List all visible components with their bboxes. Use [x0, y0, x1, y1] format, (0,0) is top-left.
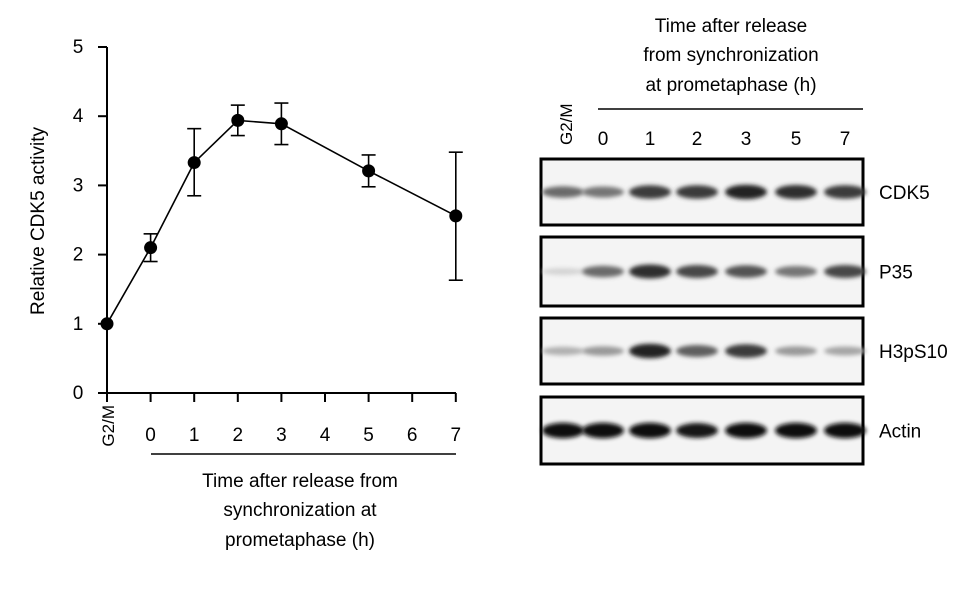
- blot-row-label: CDK5: [879, 183, 930, 204]
- data-point: [449, 209, 463, 223]
- line-chart: Relative CDK5 activity 0 1 2 3 4 5 0 1 2 3 4 5 6 7 G…: [28, 37, 463, 551]
- lane-label: 7: [840, 129, 851, 150]
- blot-band: [676, 265, 718, 278]
- blot-band: [725, 265, 767, 278]
- data-point: [274, 117, 288, 131]
- y-tick-label: 0: [73, 383, 84, 404]
- blot-band: [582, 346, 624, 356]
- y-tick-label: 4: [73, 106, 84, 127]
- blot-panel-actin: Actin: [539, 395, 921, 466]
- blot-band: [725, 344, 767, 358]
- x-axis-label-line-1: Time after release from: [202, 471, 398, 492]
- lane-label: 2: [692, 129, 703, 150]
- x-ticks: 0 1 2 3 4 5 6 7: [106, 393, 462, 446]
- blot-header-line-1: Time after release: [655, 16, 807, 37]
- lane-labels: 0 1 2 3 5 7: [598, 129, 851, 150]
- x-tick-label: 2: [233, 425, 244, 446]
- lane-label: 5: [791, 129, 802, 150]
- western-blot: Time after release from synchronization …: [539, 16, 948, 466]
- blot-panel-cdk5: CDK5: [539, 157, 930, 227]
- x-tick-label: 4: [320, 425, 331, 446]
- blot-band: [542, 422, 584, 439]
- data-point: [187, 156, 201, 170]
- blot-row-label: Actin: [879, 422, 921, 443]
- blot-band: [824, 185, 866, 199]
- data-point: [231, 113, 245, 127]
- blot-row-label: H3pS10: [879, 342, 948, 363]
- blot-band: [676, 185, 718, 199]
- blot-band: [542, 186, 584, 198]
- x-tick-label: 7: [451, 425, 462, 446]
- blot-band: [725, 184, 767, 200]
- blot-band: [775, 266, 817, 277]
- y-axis-label: Relative CDK5 activity: [28, 127, 49, 315]
- data-series: [100, 102, 463, 331]
- x-tick-label: 6: [407, 425, 418, 446]
- blot-band: [629, 422, 671, 439]
- blot-band: [725, 422, 767, 439]
- blot-panel-h3ps10: H3pS10: [539, 316, 948, 386]
- y-tick-label: 3: [73, 175, 84, 196]
- blot-panels: CDK5 P35 H3pS10 Actin: [539, 157, 948, 466]
- blot-header-line-2: from synchronization: [643, 45, 818, 66]
- blot-band: [676, 423, 718, 438]
- blot-panel-p35: P35: [539, 235, 913, 308]
- blot-band: [824, 422, 866, 439]
- blot-band: [542, 346, 584, 356]
- blot-band: [582, 265, 624, 278]
- blot-band: [775, 346, 817, 356]
- x-tick-label: 3: [276, 425, 287, 446]
- x-tick-label: 1: [189, 425, 200, 446]
- x-tick-label: 0: [145, 425, 156, 446]
- blot-band: [676, 345, 718, 357]
- blot-start-lane-label: G2/M: [557, 103, 576, 145]
- x-tick-label: 5: [363, 425, 374, 446]
- x-axis-label-line-2: synchronization at: [223, 500, 377, 521]
- lane-label: 0: [598, 129, 609, 150]
- blot-band: [824, 346, 866, 356]
- y-tick-label: 5: [73, 37, 84, 58]
- blot-row-label: P35: [879, 263, 913, 284]
- blot-band: [629, 185, 671, 199]
- blot-band: [775, 422, 817, 439]
- blot-band: [582, 422, 624, 439]
- lane-label: 3: [741, 129, 752, 150]
- data-point: [100, 317, 114, 331]
- blot-header-line-3: at prometaphase (h): [645, 75, 816, 96]
- lane-label: 1: [645, 129, 656, 150]
- data-point: [362, 164, 376, 178]
- blot-band: [824, 265, 866, 278]
- series-line: [106, 119, 457, 325]
- blot-band: [582, 186, 624, 198]
- y-ticks: 0 1 2 3 4 5: [73, 37, 107, 404]
- y-tick-label: 1: [73, 314, 84, 335]
- blot-band: [629, 264, 671, 279]
- data-point: [144, 241, 158, 255]
- blot-band: [775, 185, 817, 199]
- blot-band: [629, 343, 671, 359]
- blot-band: [542, 268, 584, 275]
- y-tick-label: 2: [73, 245, 84, 266]
- x-start-label: G2/M: [99, 405, 118, 447]
- x-axis-label-line-3: prometaphase (h): [225, 530, 375, 551]
